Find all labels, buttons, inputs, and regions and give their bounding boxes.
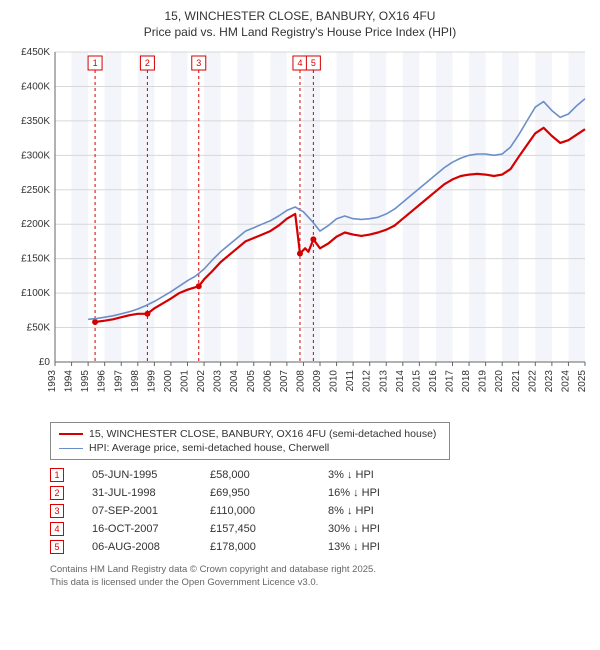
svg-text:1997: 1997 xyxy=(113,370,124,393)
sale-diff: 3% ↓ HPI xyxy=(328,469,418,481)
svg-text:£250K: £250K xyxy=(21,185,50,196)
sale-diff: 30% ↓ HPI xyxy=(328,523,418,535)
footer-line: Contains HM Land Registry data © Crown c… xyxy=(50,564,580,576)
svg-text:2000: 2000 xyxy=(163,370,174,393)
svg-text:2011: 2011 xyxy=(345,370,356,392)
svg-text:2021: 2021 xyxy=(511,370,522,393)
sale-diff: 8% ↓ HPI xyxy=(328,505,418,517)
sale-marker-icon: 1 xyxy=(50,468,64,482)
legend-swatch xyxy=(59,448,83,449)
svg-text:1999: 1999 xyxy=(146,370,157,393)
table-row: 4 16-OCT-2007 £157,450 30% ↓ HPI xyxy=(50,520,590,538)
svg-text:3: 3 xyxy=(196,58,201,68)
chart-svg: £0 £50K £100K £150K £200K £250K £300K £350K £400… xyxy=(10,46,590,416)
svg-text:2015: 2015 xyxy=(411,370,422,393)
legend-item: 15, WINCHESTER CLOSE, BANBURY, OX16 4FU … xyxy=(59,427,441,441)
svg-text:2004: 2004 xyxy=(229,370,240,393)
sale-date: 05-JUN-1995 xyxy=(92,469,182,481)
svg-text:2022: 2022 xyxy=(527,370,538,393)
svg-text:2025: 2025 xyxy=(577,370,588,393)
sale-date: 07-SEP-2001 xyxy=(92,505,182,517)
svg-text:£150K: £150K xyxy=(21,254,50,265)
svg-text:2002: 2002 xyxy=(196,370,207,393)
svg-text:2020: 2020 xyxy=(494,370,505,393)
svg-text:2003: 2003 xyxy=(213,370,224,393)
table-row: 3 07-SEP-2001 £110,000 8% ↓ HPI xyxy=(50,502,590,520)
svg-text:2010: 2010 xyxy=(329,370,340,393)
sale-price: £178,000 xyxy=(210,541,300,553)
legend: 15, WINCHESTER CLOSE, BANBURY, OX16 4FU … xyxy=(50,422,450,460)
svg-text:2017: 2017 xyxy=(445,370,456,393)
svg-text:£300K: £300K xyxy=(21,151,50,162)
svg-text:2006: 2006 xyxy=(262,370,273,393)
svg-text:£400K: £400K xyxy=(21,82,50,93)
legend-label: 15, WINCHESTER CLOSE, BANBURY, OX16 4FU … xyxy=(89,428,436,440)
svg-text:2019: 2019 xyxy=(478,370,489,393)
svg-text:2005: 2005 xyxy=(246,370,257,393)
svg-text:1998: 1998 xyxy=(130,370,141,393)
svg-text:2018: 2018 xyxy=(461,370,472,393)
svg-text:£200K: £200K xyxy=(21,220,50,231)
sale-diff: 13% ↓ HPI xyxy=(328,541,418,553)
svg-text:1: 1 xyxy=(93,58,98,68)
footer-line: This data is licensed under the Open Gov… xyxy=(50,577,580,589)
svg-text:£100K: £100K xyxy=(21,288,50,299)
svg-text:1996: 1996 xyxy=(97,370,108,393)
svg-text:2023: 2023 xyxy=(544,370,555,393)
sale-price: £110,000 xyxy=(210,505,300,517)
sales-table: 1 05-JUN-1995 £58,000 3% ↓ HPI 2 31-JUL-… xyxy=(50,466,590,556)
svg-text:2014: 2014 xyxy=(395,370,406,393)
sale-diff: 16% ↓ HPI xyxy=(328,487,418,499)
svg-text:1995: 1995 xyxy=(80,370,91,393)
sale-price: £58,000 xyxy=(210,469,300,481)
sale-date: 06-AUG-2008 xyxy=(92,541,182,553)
sale-marker-icon: 2 xyxy=(50,486,64,500)
sale-date: 31-JUL-1998 xyxy=(92,487,182,499)
svg-text:2009: 2009 xyxy=(312,370,323,393)
svg-text:2024: 2024 xyxy=(560,370,571,393)
sale-date: 16-OCT-2007 xyxy=(92,523,182,535)
svg-text:£450K: £450K xyxy=(21,47,50,58)
svg-text:2001: 2001 xyxy=(180,370,191,393)
chart-title: 15, WINCHESTER CLOSE, BANBURY, OX16 4FU … xyxy=(10,8,590,40)
svg-text:5: 5 xyxy=(311,58,316,68)
svg-text:2012: 2012 xyxy=(362,370,373,393)
sale-marker-icon: 5 xyxy=(50,540,64,554)
chart-container: 15, WINCHESTER CLOSE, BANBURY, OX16 4FU … xyxy=(0,0,600,650)
svg-text:1994: 1994 xyxy=(64,370,75,393)
sale-marker-icon: 4 xyxy=(50,522,64,536)
svg-text:2013: 2013 xyxy=(378,370,389,393)
sale-marker-icon: 3 xyxy=(50,504,64,518)
svg-text:£350K: £350K xyxy=(21,116,50,127)
svg-text:2016: 2016 xyxy=(428,370,439,393)
svg-text:2008: 2008 xyxy=(295,370,306,393)
table-row: 2 31-JUL-1998 £69,950 16% ↓ HPI xyxy=(50,484,590,502)
sale-price: £69,950 xyxy=(210,487,300,499)
svg-text:2007: 2007 xyxy=(279,370,290,393)
svg-text:£50K: £50K xyxy=(27,323,51,334)
footer-attribution: Contains HM Land Registry data © Crown c… xyxy=(50,564,580,589)
chart-plot: £0 £50K £100K £150K £200K £250K £300K £350K £400… xyxy=(10,46,590,416)
sale-price: £157,450 xyxy=(210,523,300,535)
legend-item: HPI: Average price, semi-detached house,… xyxy=(59,441,441,455)
svg-text:1993: 1993 xyxy=(47,370,58,393)
legend-label: HPI: Average price, semi-detached house,… xyxy=(89,442,329,454)
svg-text:4: 4 xyxy=(297,58,302,68)
title-line-1: 15, WINCHESTER CLOSE, BANBURY, OX16 4FU xyxy=(10,8,590,24)
legend-swatch xyxy=(59,433,83,435)
table-row: 1 05-JUN-1995 £58,000 3% ↓ HPI xyxy=(50,466,590,484)
svg-text:2: 2 xyxy=(145,58,150,68)
svg-text:£0: £0 xyxy=(39,357,51,368)
title-line-2: Price paid vs. HM Land Registry's House … xyxy=(10,24,590,40)
table-row: 5 06-AUG-2008 £178,000 13% ↓ HPI xyxy=(50,538,590,556)
